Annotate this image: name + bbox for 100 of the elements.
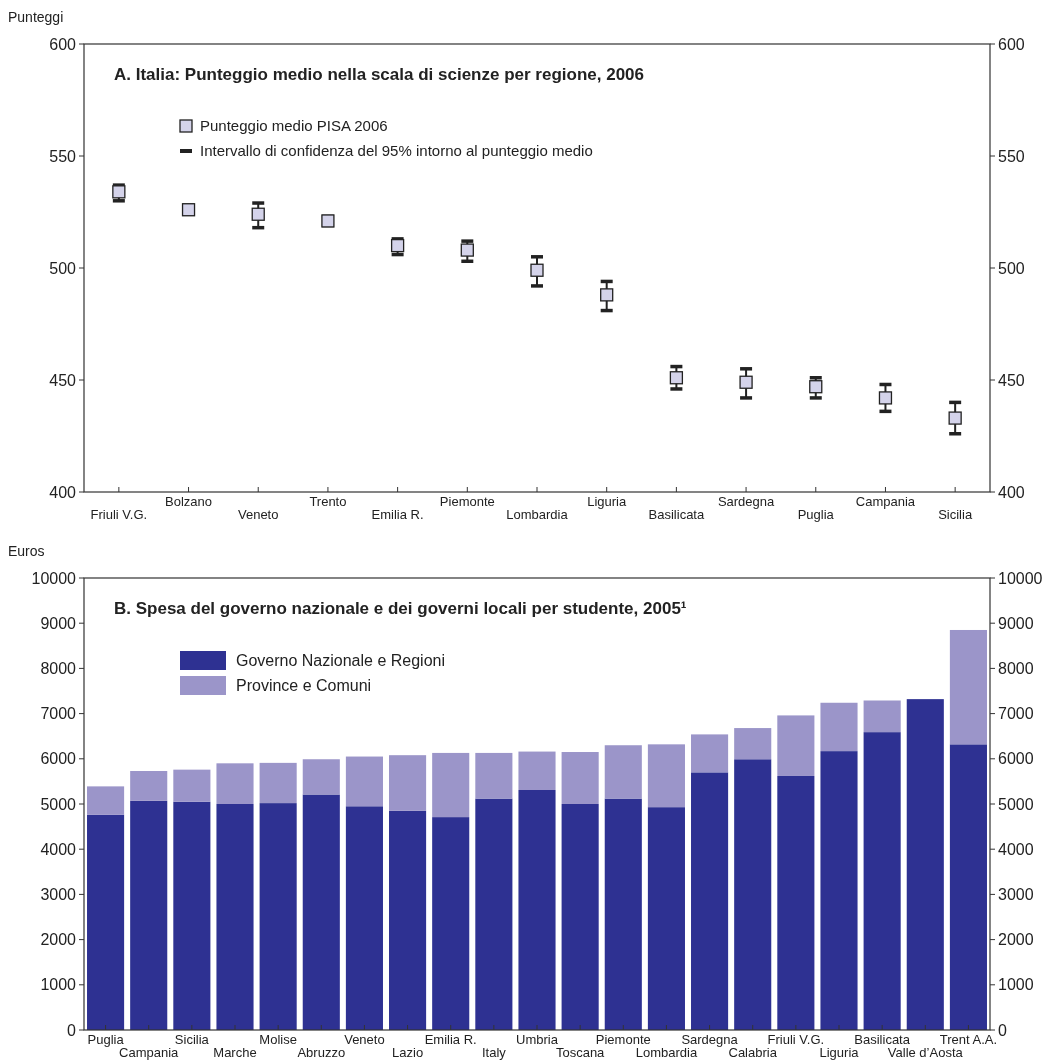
text: B. Spesa del governo nazionale e dei governi locali per studente, 2005¹ — [114, 599, 687, 618]
y-tick-label: 2000 — [40, 931, 77, 949]
legend-label: Province e Comuni — [236, 676, 372, 694]
bar — [87, 786, 125, 815]
y2-tick-label: 550 — [998, 147, 1025, 165]
y-tick-label: 400 — [49, 483, 77, 501]
y2-tick-label: 3000 — [998, 886, 1034, 903]
y-tick-label: 4000 — [40, 840, 77, 858]
x-tick-label: Marche — [213, 1045, 257, 1060]
point — [390, 238, 405, 253]
point — [739, 375, 753, 389]
y-tick-label: 9000 — [40, 614, 77, 632]
x-tick-label: Umbria — [516, 1032, 559, 1047]
x-tick-label: Bolzano — [165, 494, 213, 509]
x-tick-label: Piemonte — [595, 1032, 651, 1047]
bar — [130, 800, 168, 1030]
point — [948, 411, 962, 425]
x-tick-label: Basilicata — [854, 1032, 911, 1047]
bar — [604, 745, 642, 799]
x-tick-label: Calabria — [728, 1045, 778, 1060]
bar — [820, 751, 858, 1030]
text: A. Italia: Punteggio medio nella scala di scienze per regione, 2006 — [114, 65, 645, 84]
annotation: Intervallo di confidenza del 95% intorno al punteggio medio — [200, 142, 593, 160]
y2-tick-label: 1000 — [998, 976, 1034, 994]
x-tick-label: Sicilia — [938, 507, 973, 522]
x-tick-label: Emilia R. — [424, 1032, 477, 1047]
x-tick-label: Lazio — [392, 1045, 424, 1060]
bar — [173, 769, 211, 802]
bar — [949, 629, 987, 745]
y2-tick-label: 500 — [998, 259, 1025, 277]
x-tick-label: Campania — [119, 1045, 180, 1060]
bar — [302, 759, 340, 795]
bar — [432, 817, 470, 1030]
bar — [259, 803, 297, 1030]
point — [669, 371, 684, 385]
bar — [518, 751, 556, 790]
x-tick-label: Basilicata — [648, 507, 705, 522]
y-tick-label: 7000 — [40, 705, 77, 723]
point — [530, 263, 544, 277]
x-tick-label: Piemonte — [439, 494, 495, 509]
bar — [949, 744, 987, 1030]
y2-tick-label: 450 — [998, 371, 1025, 389]
x-tick-label: Puglia — [87, 1032, 125, 1047]
y-tick-label: 0 — [67, 1021, 77, 1039]
x-tick-label: Abruzzo — [297, 1045, 346, 1060]
x-tick-label: Friuli V.G. — [767, 1032, 825, 1047]
bar — [518, 789, 556, 1030]
y2-tick-label: 10000 — [998, 569, 1043, 587]
y-tick-label: 1000 — [40, 976, 77, 994]
point — [809, 380, 823, 394]
bar — [475, 798, 513, 1030]
y-tick-label: 3000 — [40, 886, 77, 903]
x-tick-label: Italy — [481, 1045, 507, 1060]
y-tick-label: 450 — [49, 371, 77, 389]
bar — [345, 806, 383, 1030]
bar — [604, 798, 642, 1030]
bar — [734, 728, 772, 760]
y2-tick-label: 9000 — [998, 614, 1034, 632]
x-tick-label: Lombardia — [506, 507, 569, 522]
legend-label: Governo Nazionale e Regioni — [236, 651, 446, 669]
bar — [734, 759, 772, 1030]
bar — [87, 814, 125, 1030]
y-tick-label: 5000 — [40, 795, 77, 813]
x-tick-label: Valle d’Aosta — [887, 1045, 964, 1060]
x-tick-label: Sardegna — [717, 494, 776, 509]
bar — [863, 732, 901, 1030]
bar — [173, 801, 211, 1030]
y-tick-label: 600 — [49, 35, 77, 53]
x-tick-label: Emilia R. — [371, 507, 424, 522]
x-tick-label: Sardegna — [681, 1032, 739, 1047]
bar — [345, 756, 383, 807]
point — [460, 243, 474, 257]
bar — [561, 752, 599, 804]
x-tick-label: Lombardia — [635, 1045, 698, 1060]
y-tick-label: 6000 — [40, 750, 77, 768]
bar — [647, 807, 685, 1030]
y2-tick-label: 5000 — [998, 795, 1034, 813]
y2-tick-label: 8000 — [998, 660, 1034, 677]
y2-tick-label: 400 — [998, 483, 1025, 501]
y2-tick-label: 600 — [998, 35, 1025, 53]
y-tick-label: 550 — [49, 147, 77, 165]
x-tick-label: Puglia — [797, 507, 835, 522]
bar — [691, 734, 729, 773]
y2-tick-label: 6000 — [998, 750, 1034, 768]
y-tick-label: 8000 — [40, 660, 77, 677]
bar — [302, 794, 340, 1030]
bar — [216, 763, 254, 804]
y2-tick-label: 0 — [998, 1021, 1007, 1039]
y2-tick-label: 2000 — [998, 931, 1034, 949]
y-axis-title: Punteggi — [8, 9, 64, 25]
point — [251, 207, 265, 221]
point — [112, 185, 126, 199]
bar — [432, 752, 470, 818]
x-tick-label: Toscana — [555, 1045, 606, 1060]
bar — [820, 702, 858, 752]
bar — [216, 804, 254, 1030]
point — [878, 391, 893, 405]
x-tick-label: Sicilia — [174, 1032, 210, 1047]
bar — [389, 755, 427, 811]
y-tick-label: 10000 — [31, 569, 77, 587]
